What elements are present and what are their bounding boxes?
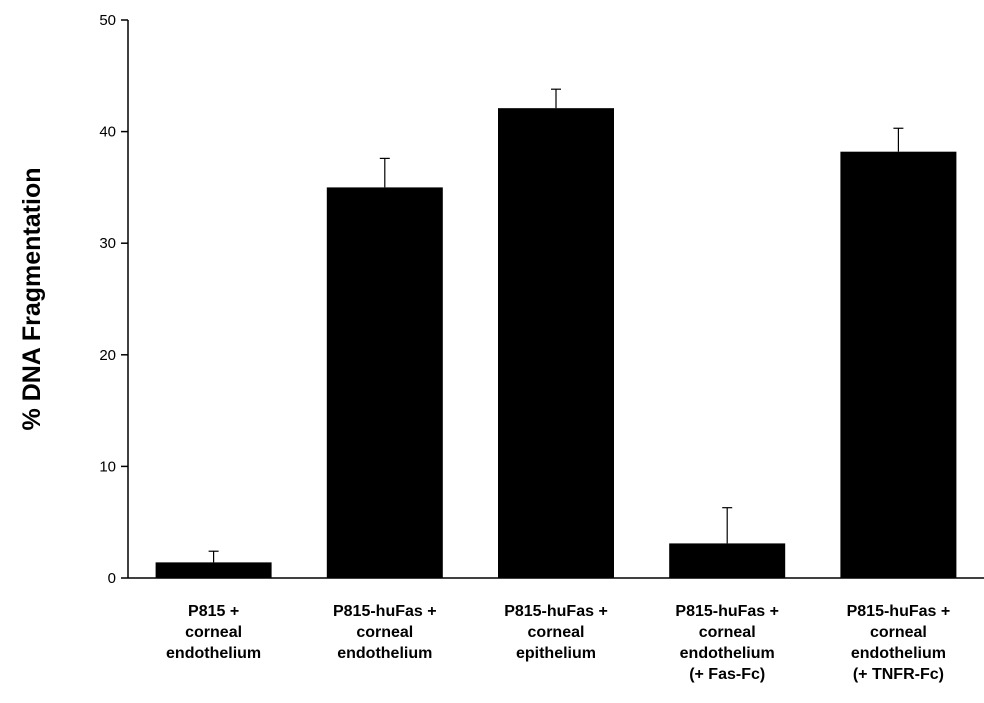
category-label-line: P815-huFas + xyxy=(847,603,951,620)
category-label-line: P815 + xyxy=(188,603,239,620)
y-tick-label: 30 xyxy=(99,235,116,252)
y-tick-label: 40 xyxy=(99,124,116,141)
category-label: P815-huFas + corneal endothelium xyxy=(333,603,437,662)
category-label-line: P815-huFas + xyxy=(504,603,608,620)
y-tick-label: 0 xyxy=(108,570,116,587)
category-label-line: epithelium xyxy=(516,645,596,662)
y-tick-label: 50 xyxy=(99,12,116,29)
category-label: P815-huFas + corneal endothelium (+ TNFR-Fc… xyxy=(847,603,951,683)
error-bar xyxy=(379,157,390,188)
category-label-line: endothelium xyxy=(680,645,775,662)
category-label-line: endothelium xyxy=(337,645,432,662)
category-label-line: corneal xyxy=(870,624,927,641)
category-label-line: endothelium xyxy=(166,645,261,662)
category-label-line: corneal xyxy=(356,624,413,641)
error-bars xyxy=(208,88,904,563)
error-bar xyxy=(722,507,733,544)
y-tick-label: 20 xyxy=(99,347,116,364)
category-label: P815 + corneal endothelium xyxy=(166,603,261,662)
error-bar xyxy=(893,127,904,152)
category-label-line: (+ Fas-Fc) xyxy=(689,666,765,683)
y-axis-title: % DNA Fragmentation xyxy=(18,168,46,431)
category-label-line: corneal xyxy=(699,624,756,641)
category-label: P815-huFas + corneal epithelium xyxy=(504,603,608,662)
bar xyxy=(326,187,443,578)
bar xyxy=(498,108,614,578)
bars xyxy=(155,108,957,579)
category-label-line: P815-huFas + xyxy=(675,603,779,620)
bar xyxy=(155,562,272,578)
category-label-line: corneal xyxy=(528,624,585,641)
category-label-line: corneal xyxy=(185,624,242,641)
y-ticks: 0 10 20 30 40 50 xyxy=(99,12,128,587)
bar xyxy=(669,543,786,578)
category-label-line: endothelium xyxy=(851,645,946,662)
bar xyxy=(840,151,957,579)
category-label: P815-huFas + corneal endothelium (+ Fas-Fc) xyxy=(675,603,779,683)
error-bar xyxy=(208,550,219,563)
category-label-line: P815-huFas + xyxy=(333,603,437,620)
category-labels: P815 + corneal endothelium P815-huFas + corn… xyxy=(166,603,950,683)
category-label-line: (+ TNFR-Fc) xyxy=(853,666,944,683)
error-bar xyxy=(551,88,561,109)
y-tick-label: 10 xyxy=(99,458,116,475)
